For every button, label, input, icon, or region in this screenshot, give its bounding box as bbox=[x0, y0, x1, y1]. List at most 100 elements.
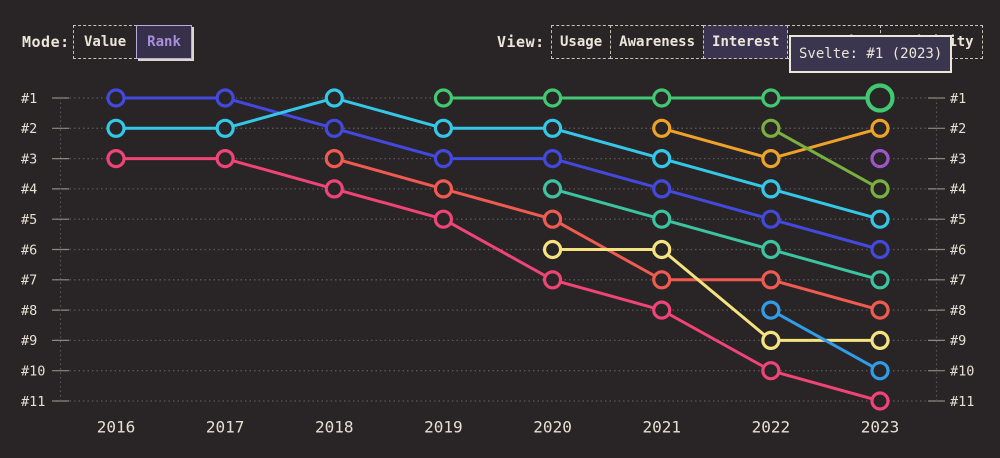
y-axis-label-left-5: #5 bbox=[21, 212, 37, 228]
y-axis-label-right-2: #2 bbox=[950, 121, 966, 137]
marker-teal-2020[interactable] bbox=[542, 179, 563, 199]
marker-orange-2021[interactable] bbox=[652, 118, 672, 138]
y-axis-label-right-11: #11 bbox=[950, 394, 974, 410]
view-option-interest[interactable]: Interest bbox=[703, 25, 789, 59]
marker-salmon-2020[interactable] bbox=[542, 209, 563, 229]
x-tick-2016: 2016 bbox=[97, 418, 136, 437]
x-tick-2018: 2018 bbox=[315, 418, 354, 437]
y-axis-label-right-10: #10 bbox=[950, 364, 974, 380]
y-axis-label-right-9: #9 bbox=[950, 333, 966, 349]
y-axis-label-left-9: #9 bbox=[21, 333, 37, 349]
marker-salmon-2019[interactable] bbox=[433, 179, 454, 199]
x-tick-2019: 2019 bbox=[424, 418, 463, 437]
y-axis-label-right-1: #1 bbox=[950, 91, 966, 107]
y-axis-label-right-7: #7 bbox=[950, 273, 966, 289]
marker-cyan-2022[interactable] bbox=[761, 179, 781, 199]
marker-blue-2020[interactable] bbox=[542, 149, 563, 169]
y-axis-label-right-5: #5 bbox=[950, 212, 966, 228]
marker-svelte-2019[interactable] bbox=[433, 88, 454, 108]
mode-label: Mode: bbox=[22, 33, 70, 51]
y-axis-label-left-6: #6 bbox=[21, 242, 37, 258]
marker-blue-2022[interactable] bbox=[761, 209, 781, 229]
x-tick-2022: 2022 bbox=[752, 418, 791, 437]
marker-svelte-2020[interactable] bbox=[542, 88, 563, 108]
marker-teal-2022[interactable] bbox=[761, 239, 781, 260]
x-tick-2020: 2020 bbox=[533, 418, 572, 437]
series-line-teal bbox=[551, 187, 882, 282]
mode-option-value[interactable]: Value bbox=[73, 25, 138, 59]
marker-svelte-2021[interactable] bbox=[652, 88, 672, 108]
view-option-usage[interactable]: Usage bbox=[551, 25, 612, 59]
marker-cyan-2016[interactable] bbox=[106, 118, 126, 138]
marker-cyan-2021[interactable] bbox=[652, 149, 672, 169]
x-tick-2021: 2021 bbox=[642, 418, 681, 437]
y-axis-label-left-7: #7 bbox=[21, 273, 37, 289]
marker-yellow-2021[interactable] bbox=[652, 239, 672, 260]
marker-cyan-2018[interactable] bbox=[324, 88, 344, 108]
marker-cyan-2023[interactable] bbox=[870, 209, 890, 229]
series-line-pink bbox=[114, 157, 882, 403]
y-axis-label-left-10: #10 bbox=[21, 364, 45, 380]
marker-blue-2018[interactable] bbox=[324, 118, 344, 138]
y-axis-label-left-8: #8 bbox=[21, 303, 37, 319]
marker-salmon-2021[interactable] bbox=[652, 270, 672, 290]
marker-lightblue-2023[interactable] bbox=[870, 361, 890, 381]
marker-purple-2023[interactable] bbox=[870, 149, 890, 169]
marker-blue-2023[interactable] bbox=[870, 239, 890, 260]
marker-teal-2023[interactable] bbox=[870, 270, 890, 290]
mode-toggle-group: Value Rank bbox=[73, 25, 192, 59]
series-line-cyan bbox=[114, 96, 882, 221]
marker-blue-2021[interactable] bbox=[652, 179, 672, 199]
series-line-lightblue bbox=[769, 308, 882, 373]
chart-tooltip: Svelte: #1 (2023) bbox=[789, 35, 953, 73]
series-line-olive bbox=[769, 126, 882, 191]
marker-olive-2023[interactable] bbox=[870, 179, 890, 199]
x-tick-2023: 2023 bbox=[861, 418, 900, 437]
marker-pink-2021[interactable] bbox=[652, 300, 672, 320]
x-tick-2017: 2017 bbox=[206, 418, 245, 437]
view-label: View: bbox=[497, 33, 545, 51]
marker-cyan-2017[interactable] bbox=[215, 118, 235, 138]
marker-blue-2017[interactable] bbox=[215, 88, 235, 108]
y-axis-label-right-4: #4 bbox=[950, 182, 966, 198]
marker-svelte-2022[interactable] bbox=[761, 88, 781, 108]
y-axis-label-right-3: #3 bbox=[950, 151, 966, 167]
marker-svelte-2023[interactable] bbox=[865, 83, 895, 113]
series-line-blue bbox=[114, 96, 882, 251]
mode-option-rank[interactable]: Rank bbox=[136, 25, 192, 59]
marker-orange-2022[interactable] bbox=[761, 149, 781, 169]
marker-pink-2022[interactable] bbox=[761, 361, 781, 381]
marker-yellow-2023[interactable] bbox=[870, 330, 890, 350]
y-axis-label-left-11: #11 bbox=[21, 394, 45, 410]
marker-lightblue-2022[interactable] bbox=[761, 300, 781, 320]
y-axis-label-left-3: #3 bbox=[21, 151, 37, 167]
marker-pink-2017[interactable] bbox=[215, 149, 235, 169]
marker-blue-2016[interactable] bbox=[106, 88, 126, 108]
y-axis-label-left-4: #4 bbox=[21, 182, 37, 198]
view-option-awareness[interactable]: Awareness bbox=[610, 25, 705, 59]
marker-pink-2018[interactable] bbox=[324, 179, 344, 199]
marker-pink-2019[interactable] bbox=[433, 209, 454, 229]
marker-cyan-2019[interactable] bbox=[433, 118, 454, 138]
marker-olive-2022[interactable] bbox=[761, 118, 781, 138]
marker-yellow-2020[interactable] bbox=[542, 239, 563, 260]
y-axis-label-right-6: #6 bbox=[950, 242, 966, 258]
series-line-salmon bbox=[332, 157, 882, 312]
marker-salmon-2022[interactable] bbox=[761, 270, 781, 290]
marker-yellow-2022[interactable] bbox=[761, 330, 781, 350]
y-axis-label-left-1: #1 bbox=[21, 91, 37, 107]
marker-salmon-2023[interactable] bbox=[870, 300, 890, 320]
marker-teal-2021[interactable] bbox=[652, 209, 672, 229]
marker-pink-2020[interactable] bbox=[542, 270, 563, 290]
y-axis-label-left-2: #2 bbox=[21, 121, 37, 137]
marker-pink-2016[interactable] bbox=[106, 149, 126, 169]
marker-salmon-2018[interactable] bbox=[324, 149, 344, 169]
y-axis-label-right-8: #8 bbox=[950, 303, 966, 319]
marker-blue-2019[interactable] bbox=[433, 149, 454, 169]
marker-pink-2023[interactable] bbox=[870, 391, 890, 411]
marker-cyan-2020[interactable] bbox=[542, 118, 563, 138]
marker-orange-2023[interactable] bbox=[870, 118, 890, 138]
